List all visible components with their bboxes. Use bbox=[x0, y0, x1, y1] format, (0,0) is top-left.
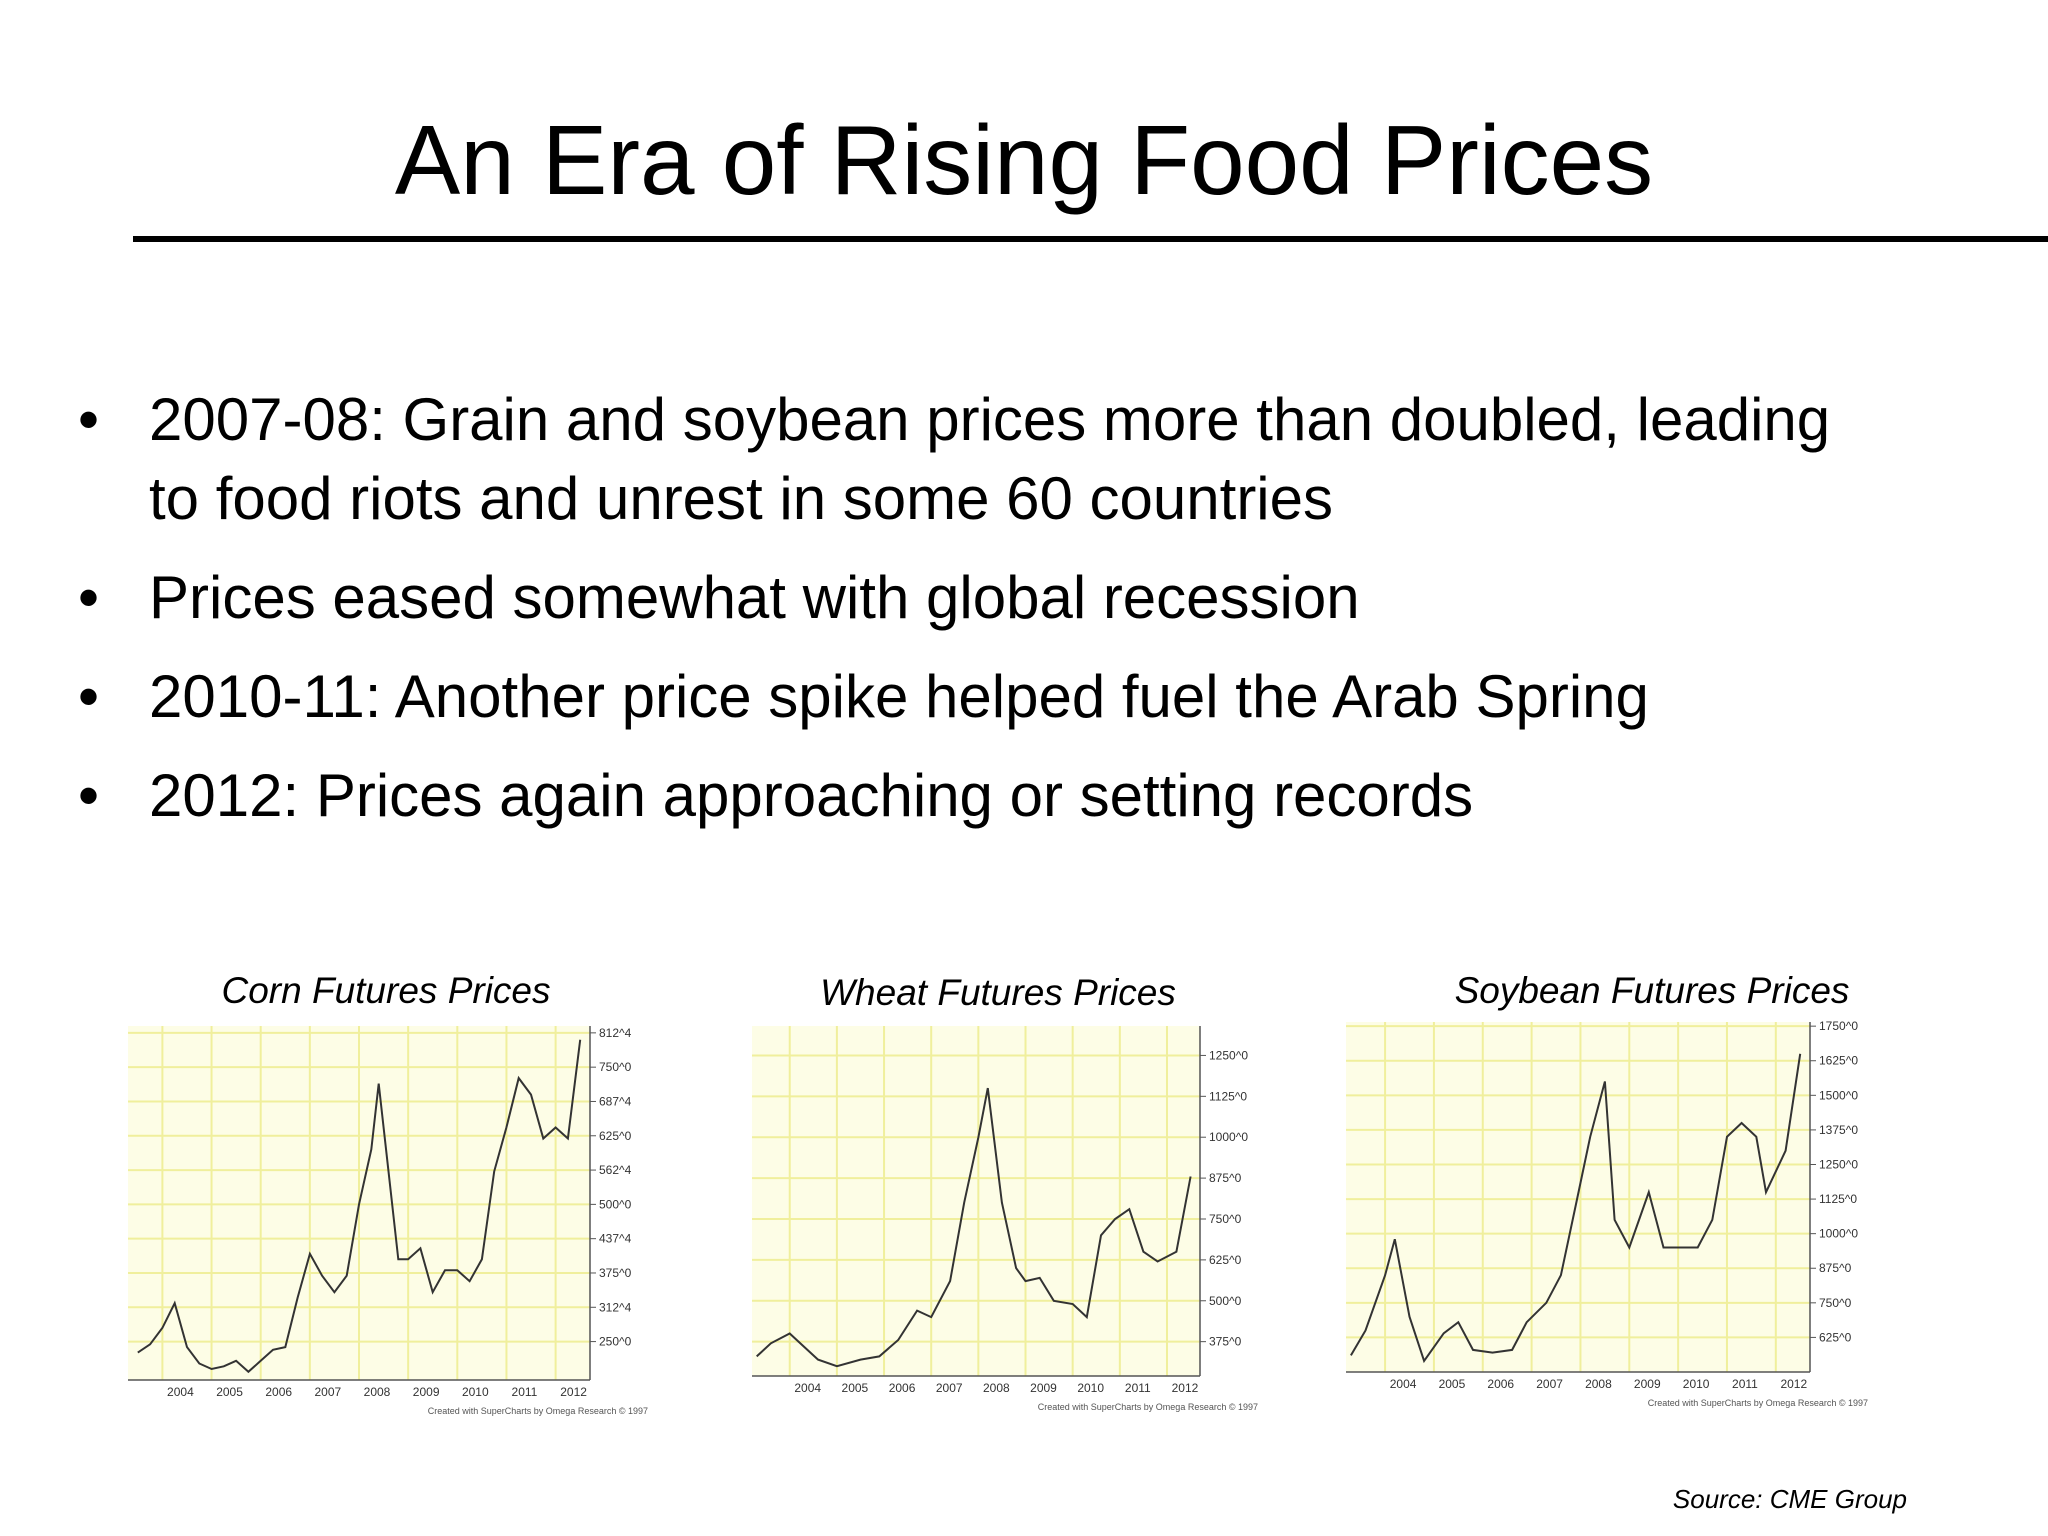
x-tick-label: 2011 bbox=[1125, 1381, 1151, 1395]
y-tick-label: 1500^0 bbox=[1819, 1088, 1858, 1102]
x-tick-label: 2005 bbox=[216, 1385, 243, 1399]
x-tick-label: 2005 bbox=[842, 1381, 869, 1395]
y-tick-label: 687^4 bbox=[599, 1094, 632, 1108]
bullet: 2007-08: Grain and soybean prices more t… bbox=[78, 380, 1878, 538]
x-tick-label: 2008 bbox=[364, 1385, 391, 1399]
source-note: Source: CME Group bbox=[1672, 1484, 1907, 1514]
chart-title: Corn Futures Prices bbox=[221, 970, 551, 1011]
x-tick-label: 2007 bbox=[936, 1381, 963, 1395]
y-tick-label: 250^0 bbox=[599, 1335, 632, 1349]
x-tick-label: 2004 bbox=[794, 1381, 821, 1395]
chart-credit: Created with SuperCharts by Omega Resear… bbox=[1038, 1402, 1258, 1412]
y-tick-label: 437^4 bbox=[599, 1232, 632, 1246]
y-tick-label: 562^4 bbox=[599, 1163, 632, 1177]
x-tick-label: 2011 bbox=[512, 1385, 538, 1399]
x-tick-label: 2010 bbox=[1077, 1381, 1104, 1395]
y-tick-label: 1250^0 bbox=[1209, 1048, 1248, 1062]
x-tick-label: 2006 bbox=[1487, 1377, 1514, 1391]
plot-background bbox=[752, 1026, 1200, 1376]
y-tick-label: 812^4 bbox=[599, 1026, 632, 1040]
y-tick-label: 625^0 bbox=[1819, 1330, 1852, 1344]
bullet: 2012: Prices again approaching or settin… bbox=[78, 756, 1878, 835]
chart-credit: Created with SuperCharts by Omega Resear… bbox=[1648, 1398, 1868, 1408]
y-tick-label: 375^0 bbox=[599, 1266, 632, 1280]
y-tick-label: 1000^0 bbox=[1209, 1130, 1248, 1144]
x-tick-label: 2011 bbox=[1732, 1377, 1758, 1391]
y-tick-label: 1750^0 bbox=[1819, 1019, 1858, 1033]
y-tick-label: 1375^0 bbox=[1819, 1123, 1858, 1137]
price-line bbox=[1350, 1053, 1802, 1364]
x-tick-label: 2009 bbox=[1634, 1377, 1661, 1391]
y-tick-label: 500^0 bbox=[1209, 1294, 1242, 1308]
x-tick-label: 2009 bbox=[1030, 1381, 1057, 1395]
x-tick-label: 2010 bbox=[1683, 1377, 1710, 1391]
title-rule bbox=[133, 236, 2048, 242]
y-tick-label: 1000^0 bbox=[1819, 1227, 1858, 1241]
y-tick-label: 375^0 bbox=[1209, 1335, 1242, 1349]
x-tick-label: 2010 bbox=[462, 1385, 489, 1399]
x-tick-label: 2012 bbox=[1780, 1377, 1807, 1391]
y-tick-label: 1625^0 bbox=[1819, 1054, 1858, 1068]
x-tick-label: 2004 bbox=[167, 1385, 194, 1399]
y-tick-label: 1250^0 bbox=[1819, 1157, 1858, 1171]
y-tick-label: 875^0 bbox=[1209, 1171, 1242, 1185]
chart-title: Soybean Futures Prices bbox=[1454, 970, 1850, 1011]
x-tick-label: 2012 bbox=[1172, 1381, 1199, 1395]
chart-credit: Created with SuperCharts by Omega Resear… bbox=[428, 1406, 648, 1416]
y-tick-label: 875^0 bbox=[1819, 1261, 1852, 1275]
y-tick-label: 750^0 bbox=[599, 1060, 632, 1074]
x-tick-label: 2004 bbox=[1390, 1377, 1417, 1391]
y-tick-label: 312^4 bbox=[599, 1300, 632, 1314]
x-tick-label: 2007 bbox=[1536, 1377, 1563, 1391]
bullet: Prices eased somewhat with global recess… bbox=[78, 558, 1878, 637]
x-tick-label: 2005 bbox=[1439, 1377, 1466, 1391]
x-tick-label: 2006 bbox=[889, 1381, 916, 1395]
y-tick-label: 500^0 bbox=[599, 1197, 632, 1211]
price-line bbox=[756, 1087, 1192, 1368]
y-tick-label: 1125^0 bbox=[1819, 1192, 1857, 1206]
slide-title: An Era of Rising Food Prices bbox=[394, 105, 1654, 215]
x-tick-label: 2007 bbox=[314, 1385, 341, 1399]
y-tick-label: 1125^0 bbox=[1209, 1089, 1247, 1103]
y-tick-label: 625^0 bbox=[1209, 1253, 1242, 1267]
chart-title: Wheat Futures Prices bbox=[820, 972, 1176, 1013]
x-tick-label: 2009 bbox=[413, 1385, 440, 1399]
bullet: 2010-11: Another price spike helped fuel… bbox=[78, 657, 1878, 736]
y-tick-label: 625^0 bbox=[599, 1129, 632, 1143]
x-tick-label: 2008 bbox=[1585, 1377, 1612, 1391]
y-tick-label: 750^0 bbox=[1819, 1296, 1852, 1310]
x-tick-label: 2012 bbox=[560, 1385, 587, 1399]
bullet-list: 2007-08: Grain and soybean prices more t… bbox=[78, 380, 1878, 855]
y-tick-label: 750^0 bbox=[1209, 1212, 1242, 1226]
x-tick-label: 2006 bbox=[265, 1385, 292, 1399]
price-line bbox=[137, 1039, 582, 1374]
x-tick-label: 2008 bbox=[983, 1381, 1010, 1395]
